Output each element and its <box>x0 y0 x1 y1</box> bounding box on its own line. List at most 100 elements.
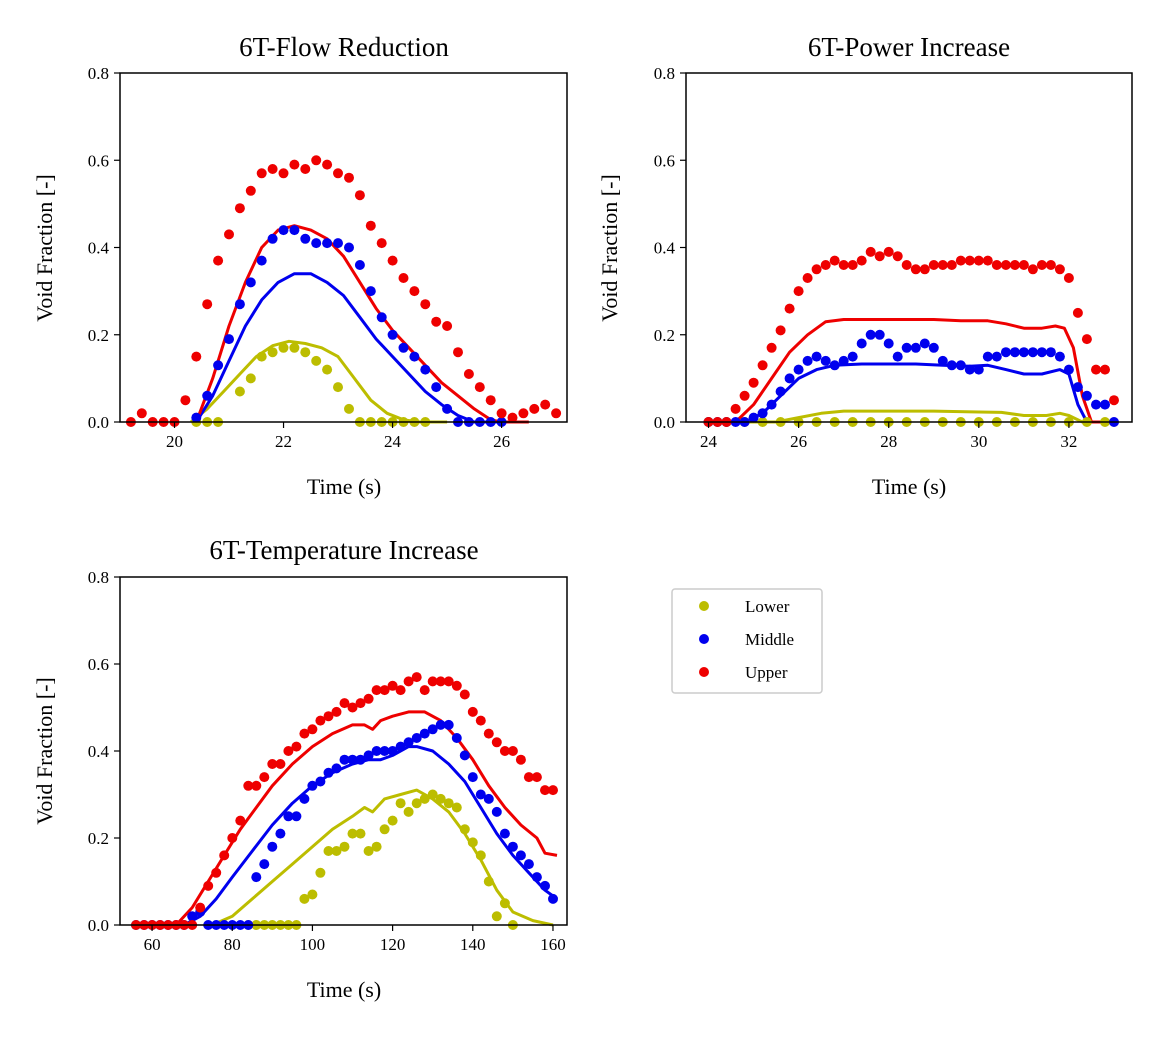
x-tick-label: 120 <box>380 935 406 954</box>
data-point-upper <box>496 408 507 419</box>
data-point-middle <box>344 242 354 253</box>
data-point-lower <box>234 386 245 397</box>
legend-marker-upper <box>699 667 709 677</box>
data-point-middle <box>973 364 984 375</box>
data-point-upper <box>874 251 885 262</box>
data-point-middle <box>234 299 245 310</box>
x-tick-label: 80 <box>224 935 241 954</box>
x-tick-label: 24 <box>384 432 402 451</box>
data-point-upper <box>730 403 741 414</box>
data-point-middle <box>883 338 894 349</box>
data-point-upper <box>339 698 350 709</box>
data-point-upper <box>955 255 966 266</box>
data-point-upper <box>180 395 191 406</box>
data-point-middle <box>548 893 558 904</box>
data-point-middle <box>937 355 948 366</box>
data-point-upper <box>431 316 442 327</box>
data-point-upper <box>775 325 786 336</box>
data-point-upper <box>507 746 518 756</box>
x-tick-label: 28 <box>880 432 897 451</box>
data-point-middle <box>1091 399 1101 410</box>
data-point-lower <box>459 824 470 835</box>
data-point-middle <box>291 811 302 822</box>
data-point-upper <box>420 299 431 310</box>
data-point-lower <box>427 789 438 800</box>
x-tick-label: 20 <box>166 432 183 451</box>
y-tick-label: 0.6 <box>88 151 109 170</box>
legend: Lower Middle Upper <box>671 588 823 694</box>
data-point-middle <box>459 750 470 761</box>
data-point-middle <box>387 746 398 756</box>
data-point-middle <box>955 360 966 371</box>
data-point-upper <box>964 255 975 266</box>
data-point-upper <box>483 728 494 739</box>
data-point-middle <box>1018 347 1029 358</box>
data-point-middle <box>919 338 930 349</box>
data-point-middle <box>278 225 289 236</box>
data-point-middle <box>1100 399 1110 410</box>
data-point-lower <box>403 806 414 817</box>
data-point-middle <box>331 763 342 774</box>
data-point-upper <box>883 246 894 257</box>
data-point-upper <box>203 880 214 891</box>
data-point-middle <box>339 754 350 765</box>
data-point-lower <box>347 828 358 839</box>
data-point-upper <box>847 260 858 270</box>
x-tick-label: 60 <box>144 935 161 954</box>
data-point-upper <box>376 238 387 249</box>
data-point-middle <box>259 859 270 870</box>
data-point-middle <box>874 329 885 340</box>
data-point-middle <box>379 746 390 756</box>
series-line-middle <box>183 745 558 927</box>
data-point-middle <box>793 364 804 375</box>
data-point-lower <box>333 382 343 393</box>
data-point-middle <box>333 238 343 249</box>
data-point-upper <box>299 728 310 739</box>
y-tick-label: 0.0 <box>654 413 675 432</box>
data-point-upper <box>442 321 453 331</box>
data-point-upper <box>474 382 485 393</box>
data-point-upper <box>1009 260 1020 270</box>
data-point-upper <box>485 395 496 406</box>
data-point-upper <box>548 785 558 796</box>
data-point-upper <box>267 164 278 174</box>
data-point-upper <box>219 850 230 861</box>
legend-entry-middle: Middle <box>699 630 794 649</box>
data-point-upper <box>213 255 224 266</box>
data-point-middle <box>467 772 478 783</box>
data-point-upper <box>243 780 254 791</box>
data-point-upper <box>1063 273 1074 283</box>
data-point-middle <box>256 255 267 266</box>
data-point-middle <box>838 355 849 366</box>
data-point-upper <box>363 693 374 704</box>
data-point-middle <box>856 338 867 349</box>
y-tick-label: 0.2 <box>654 326 675 345</box>
data-point-middle <box>451 733 462 743</box>
y-axis-label: Void Fraction [-] <box>32 677 57 824</box>
data-point-lower <box>499 898 510 909</box>
y-tick-label: 0.4 <box>88 742 110 761</box>
legend-marker-lower <box>699 601 709 611</box>
data-point-upper <box>529 403 540 414</box>
data-point-middle <box>431 382 442 393</box>
data-point-middle <box>540 880 550 891</box>
data-point-upper <box>991 260 1002 270</box>
data-point-lower <box>344 403 354 414</box>
data-point-upper <box>398 273 409 283</box>
data-point-upper <box>463 369 474 379</box>
data-point-upper <box>354 190 365 201</box>
data-point-upper <box>195 902 206 913</box>
data-point-middle <box>420 364 431 375</box>
data-point-upper <box>982 255 993 266</box>
data-point-upper <box>453 347 463 358</box>
data-point-middle <box>784 373 795 384</box>
data-point-upper <box>411 672 422 683</box>
data-point-middle <box>847 351 858 362</box>
data-point-upper <box>403 676 414 687</box>
data-point-upper <box>387 255 398 266</box>
data-point-middle <box>475 789 486 800</box>
data-point-upper <box>379 685 390 696</box>
data-point-middle <box>395 741 406 752</box>
data-point-lower <box>322 364 333 375</box>
legend-marker-middle <box>699 634 709 644</box>
